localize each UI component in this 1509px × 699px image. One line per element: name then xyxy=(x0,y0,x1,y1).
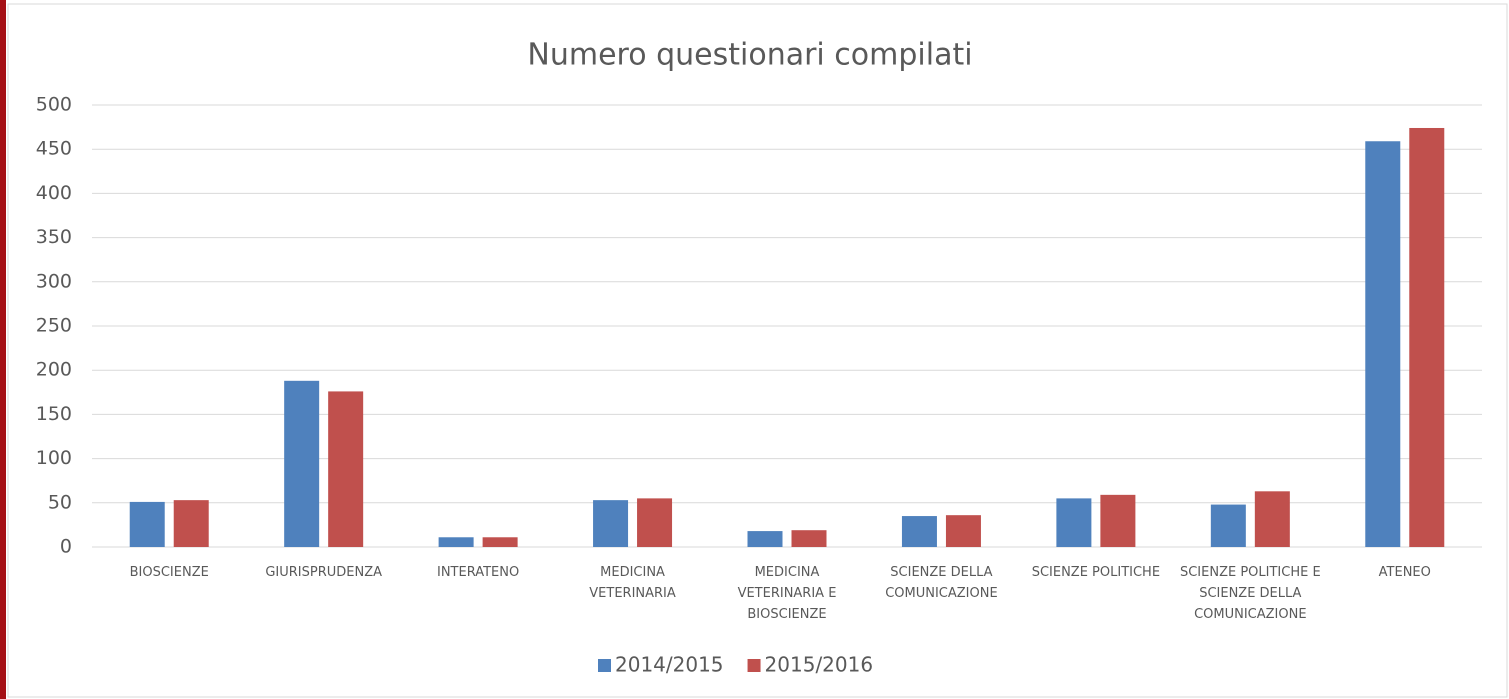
x-tick-label: MEDICINA VETERINARIA xyxy=(589,565,676,601)
bar xyxy=(1254,491,1290,547)
bar xyxy=(482,537,518,547)
bar xyxy=(637,498,673,547)
x-tick-label: BIOSCIENZE xyxy=(129,565,209,580)
side-strip xyxy=(0,0,6,699)
bar xyxy=(173,500,209,547)
bar xyxy=(1365,141,1401,547)
y-tick-label: 400 xyxy=(36,182,72,204)
y-tick-label: 50 xyxy=(48,491,72,513)
x-tick-label: GIURISPRUDENZA xyxy=(265,565,382,580)
bar xyxy=(1056,498,1092,547)
legend-swatch xyxy=(598,659,611,672)
bar xyxy=(901,516,937,547)
chart-title: Numero questionari compilati xyxy=(527,38,972,73)
x-tick-label: SCIENZE POLITICHE xyxy=(1031,565,1161,580)
bar xyxy=(945,515,981,547)
x-tick-label: SCIENZE DELLA COMUNICAZIONE xyxy=(885,565,998,601)
bar xyxy=(1100,494,1136,547)
y-tick-label: 200 xyxy=(36,359,72,381)
bar xyxy=(593,500,629,547)
bar xyxy=(284,380,320,547)
legend-label: 2014/2015 xyxy=(615,653,724,677)
y-tick-label: 300 xyxy=(36,270,72,292)
bar xyxy=(1210,504,1246,547)
y-tick-label: 450 xyxy=(36,138,72,160)
legend-swatch xyxy=(747,659,761,672)
bar xyxy=(791,530,827,547)
chart-frame xyxy=(7,3,1508,698)
y-tick-label: 0 xyxy=(60,536,72,558)
y-tick-label: 250 xyxy=(36,315,72,337)
bar xyxy=(328,391,364,547)
x-tick-label: ATENEO xyxy=(1378,565,1431,580)
legend-label: 2015/2016 xyxy=(765,653,874,677)
x-tick-label: MEDICINA VETERINARIA E BIOSCIENZE xyxy=(737,565,837,622)
bar xyxy=(1409,127,1445,547)
y-tick-label: 350 xyxy=(36,226,72,248)
y-tick-label: 100 xyxy=(36,447,72,469)
y-tick-label: 150 xyxy=(36,403,72,425)
bar xyxy=(747,531,783,547)
y-tick-label: 500 xyxy=(36,94,72,116)
bar xyxy=(129,501,165,547)
bar xyxy=(438,537,474,547)
x-tick-label: INTERATENO xyxy=(437,565,520,580)
x-tick-label: SCIENZE POLITICHE E SCIENZE DELLA COMUNI… xyxy=(1179,565,1321,622)
